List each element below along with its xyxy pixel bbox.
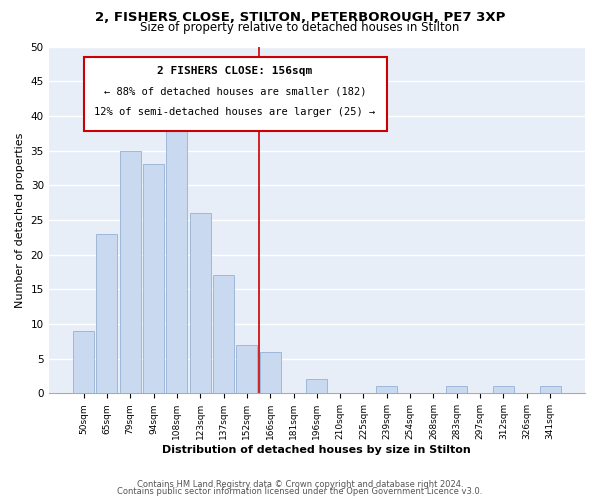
Bar xyxy=(260,352,281,394)
Bar xyxy=(376,386,397,394)
Text: Size of property relative to detached houses in Stilton: Size of property relative to detached ho… xyxy=(140,21,460,34)
Bar xyxy=(97,234,118,394)
Bar xyxy=(493,386,514,394)
Text: 2 FISHERS CLOSE: 156sqm: 2 FISHERS CLOSE: 156sqm xyxy=(157,66,313,76)
Bar xyxy=(307,380,328,394)
Bar xyxy=(213,276,234,394)
Bar xyxy=(446,386,467,394)
Bar xyxy=(190,213,211,394)
Bar xyxy=(166,130,187,394)
Bar xyxy=(236,345,257,394)
Text: Contains HM Land Registry data © Crown copyright and database right 2024.: Contains HM Land Registry data © Crown c… xyxy=(137,480,463,489)
Bar xyxy=(143,164,164,394)
Bar xyxy=(539,386,560,394)
Text: 12% of semi-detached houses are larger (25) →: 12% of semi-detached houses are larger (… xyxy=(94,107,376,117)
Y-axis label: Number of detached properties: Number of detached properties xyxy=(15,132,25,308)
Bar xyxy=(120,150,140,394)
Text: Contains public sector information licensed under the Open Government Licence v3: Contains public sector information licen… xyxy=(118,487,482,496)
Text: ← 88% of detached houses are smaller (182): ← 88% of detached houses are smaller (18… xyxy=(104,86,366,97)
FancyBboxPatch shape xyxy=(83,57,386,132)
Text: 2, FISHERS CLOSE, STILTON, PETERBOROUGH, PE7 3XP: 2, FISHERS CLOSE, STILTON, PETERBOROUGH,… xyxy=(95,11,505,24)
Bar xyxy=(73,331,94,394)
X-axis label: Distribution of detached houses by size in Stilton: Distribution of detached houses by size … xyxy=(163,445,471,455)
